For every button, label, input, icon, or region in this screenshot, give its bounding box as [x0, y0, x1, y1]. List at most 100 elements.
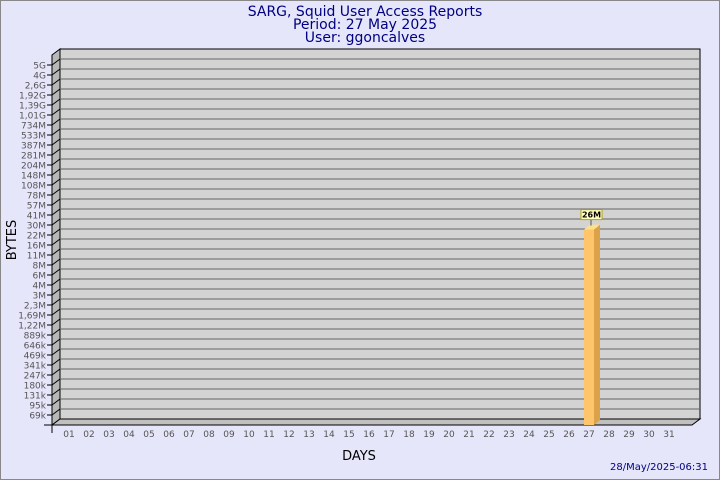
y-tick-label: 4G — [33, 72, 46, 82]
x-tick-label: 18 — [403, 430, 415, 440]
y-tick-label: 95k — [29, 402, 46, 412]
x-tick-label: 19 — [423, 430, 435, 440]
floor — [50, 418, 702, 426]
y-tick-diag — [51, 198, 61, 206]
x-tick-label: 07 — [183, 430, 194, 440]
y-tick-label: 8M — [33, 262, 47, 272]
y-tick-diag — [51, 118, 61, 126]
y-tick-diag — [51, 88, 61, 96]
x-tick-label: 16 — [363, 430, 375, 440]
y-tick-label: 533M — [21, 132, 46, 142]
y-axis-label: BYTES — [5, 220, 20, 261]
y-tick-diag — [51, 148, 61, 156]
y-tick-diag — [51, 98, 61, 106]
y-tick-diag — [51, 388, 61, 396]
x-tick-label: 28 — [603, 430, 615, 440]
y-tick-diag — [51, 298, 61, 306]
y-tick-label: 131k — [24, 392, 47, 402]
x-tick-label: 29 — [623, 430, 635, 440]
y-tick-label: 148M — [21, 172, 46, 182]
y-tick-label: 69k — [29, 412, 46, 422]
x-tick-label: 06 — [163, 430, 175, 440]
x-tick-label: 26 — [563, 430, 575, 440]
y-tick-diag — [51, 228, 61, 236]
y-tick-label: 11M — [27, 252, 46, 262]
y-tick-diag — [51, 398, 61, 406]
x-tick-label: 04 — [123, 430, 135, 440]
y-tick-diag — [51, 208, 61, 216]
x-tick-label: 05 — [143, 430, 154, 440]
y-tick-label: 41M — [27, 212, 46, 222]
y-tick-diag — [51, 278, 61, 286]
y-tick-diag — [51, 318, 61, 326]
y-tick-label: 2,6G — [25, 82, 46, 92]
y-tick-diag — [51, 258, 61, 266]
y-tick-diag — [51, 358, 61, 366]
y-tick-label: 22M — [27, 232, 46, 242]
x-tick-label: 12 — [283, 430, 294, 440]
y-tick-label: 1,39G — [19, 102, 46, 112]
bar-top — [584, 224, 600, 230]
y-tick-label: 734M — [21, 122, 46, 132]
y-tick-diag — [51, 168, 61, 176]
y-tick-label: 16M — [27, 242, 46, 252]
y-tick-label: 204M — [21, 162, 46, 172]
x-tick-label: 31 — [663, 430, 674, 440]
y-tick-label: 281M — [21, 152, 46, 162]
x-tick-label: 27 — [583, 430, 594, 440]
left-wall — [51, 48, 61, 426]
x-tick-label: 01 — [63, 430, 74, 440]
y-tick-diag — [51, 58, 61, 66]
x-tick-label: 30 — [643, 430, 655, 440]
y-tick-diag — [51, 128, 61, 136]
x-tick-label: 21 — [463, 430, 474, 440]
x-axis-label: DAYS — [342, 449, 376, 464]
x-tick-label: 23 — [503, 430, 514, 440]
y-tick-diag — [51, 308, 61, 316]
x-tick-label: 13 — [303, 430, 314, 440]
y-tick-diag — [51, 238, 61, 246]
x-tick-label: 11 — [263, 430, 274, 440]
x-tick-label: 20 — [443, 430, 455, 440]
y-tick-label: 1,01G — [19, 112, 46, 122]
bar-label-box — [580, 209, 603, 221]
y-tick-label: 889k — [24, 332, 47, 342]
y-tick-label: 247k — [24, 372, 47, 382]
x-tick-label: 14 — [323, 430, 335, 440]
x-tick-label: 08 — [203, 430, 215, 440]
x-tick-label: 02 — [83, 430, 94, 440]
x-tick-label: 15 — [343, 430, 354, 440]
y-tick-label: 108M — [21, 182, 46, 192]
y-tick-diag — [51, 378, 61, 386]
y-tick-label: 57M — [27, 202, 46, 212]
y-tick-label: 78M — [27, 192, 46, 202]
y-tick-diag — [51, 338, 61, 346]
y-tick-diag — [51, 288, 61, 296]
y-tick-diag — [51, 78, 61, 86]
chart-user: User: ggoncalves — [305, 30, 425, 46]
y-tick-diag — [51, 248, 61, 256]
x-tick-label: 17 — [383, 430, 394, 440]
x-tick-label: 09 — [223, 430, 235, 440]
chart-title: SARG, Squid User Access Reports — [248, 4, 483, 20]
y-tick-label: 1,92G — [19, 92, 46, 102]
y-tick-diag — [51, 368, 61, 376]
y-tick-label: 5G — [33, 62, 46, 72]
y-tick-diag — [51, 108, 61, 116]
y-tick-label: 4M — [33, 282, 47, 292]
y-tick-label: 3M — [33, 292, 47, 302]
y-tick-label: 1,69M — [18, 312, 46, 322]
x-tick-label: 10 — [243, 430, 255, 440]
y-tick-diag — [51, 408, 61, 416]
y-tick-label: 387M — [21, 142, 46, 152]
y-tick-label: 30M — [27, 222, 46, 232]
bar — [584, 229, 594, 425]
chart-period: Period: 27 May 2025 — [293, 17, 437, 33]
y-tick-diag — [51, 68, 61, 76]
y-tick-label: 341k — [24, 362, 47, 372]
bar-side — [594, 224, 600, 425]
y-tick-diag — [51, 348, 61, 356]
y-tick-label: 1,22M — [18, 322, 46, 332]
x-tick-label: 03 — [103, 430, 114, 440]
generated-timestamp: 28/May/2025-06:31 — [610, 462, 708, 473]
